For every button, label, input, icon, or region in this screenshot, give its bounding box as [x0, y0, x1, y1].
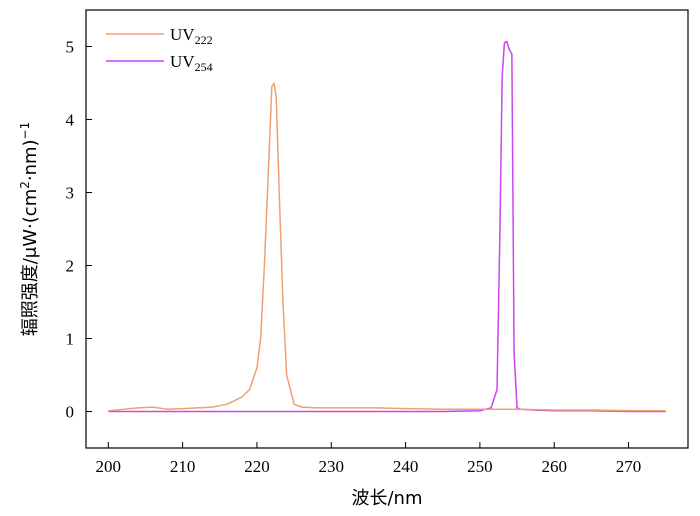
- x-tick-label: 240: [393, 457, 419, 476]
- legend-label-uv254: UV254: [170, 52, 213, 74]
- y-tick-label: 2: [66, 257, 75, 276]
- legend-label-uv222: UV222: [170, 25, 213, 47]
- series-layer: [108, 40, 666, 413]
- x-axis-label: 波长/nm: [351, 488, 422, 509]
- y-tick-label: 4: [66, 111, 75, 130]
- x-tick-label: 200: [96, 457, 122, 476]
- series-line-uv222: [108, 82, 666, 412]
- legend: UV222 UV254: [106, 25, 213, 74]
- x-tick-label: 210: [170, 457, 196, 476]
- x-tick-label: 220: [244, 457, 270, 476]
- series-line-uv254: [108, 40, 666, 413]
- y-tick-label: 5: [66, 38, 75, 57]
- x-tick-label: 260: [541, 457, 567, 476]
- plot-area: [85, 9, 689, 449]
- axis-ticks: 200 210 220 230 240 250 260 270 0 1 2 3 4 5: [66, 38, 642, 477]
- y-tick-label: 3: [66, 184, 75, 203]
- x-tick-label: 230: [319, 457, 345, 476]
- x-tick-label: 270: [616, 457, 642, 476]
- x-tick-label: 250: [467, 457, 493, 476]
- y-tick-label: 0: [66, 403, 75, 422]
- y-tick-label: 1: [66, 330, 75, 349]
- y-axis-label: 辐照强度/μW·(cm2·nm)−1: [18, 122, 41, 337]
